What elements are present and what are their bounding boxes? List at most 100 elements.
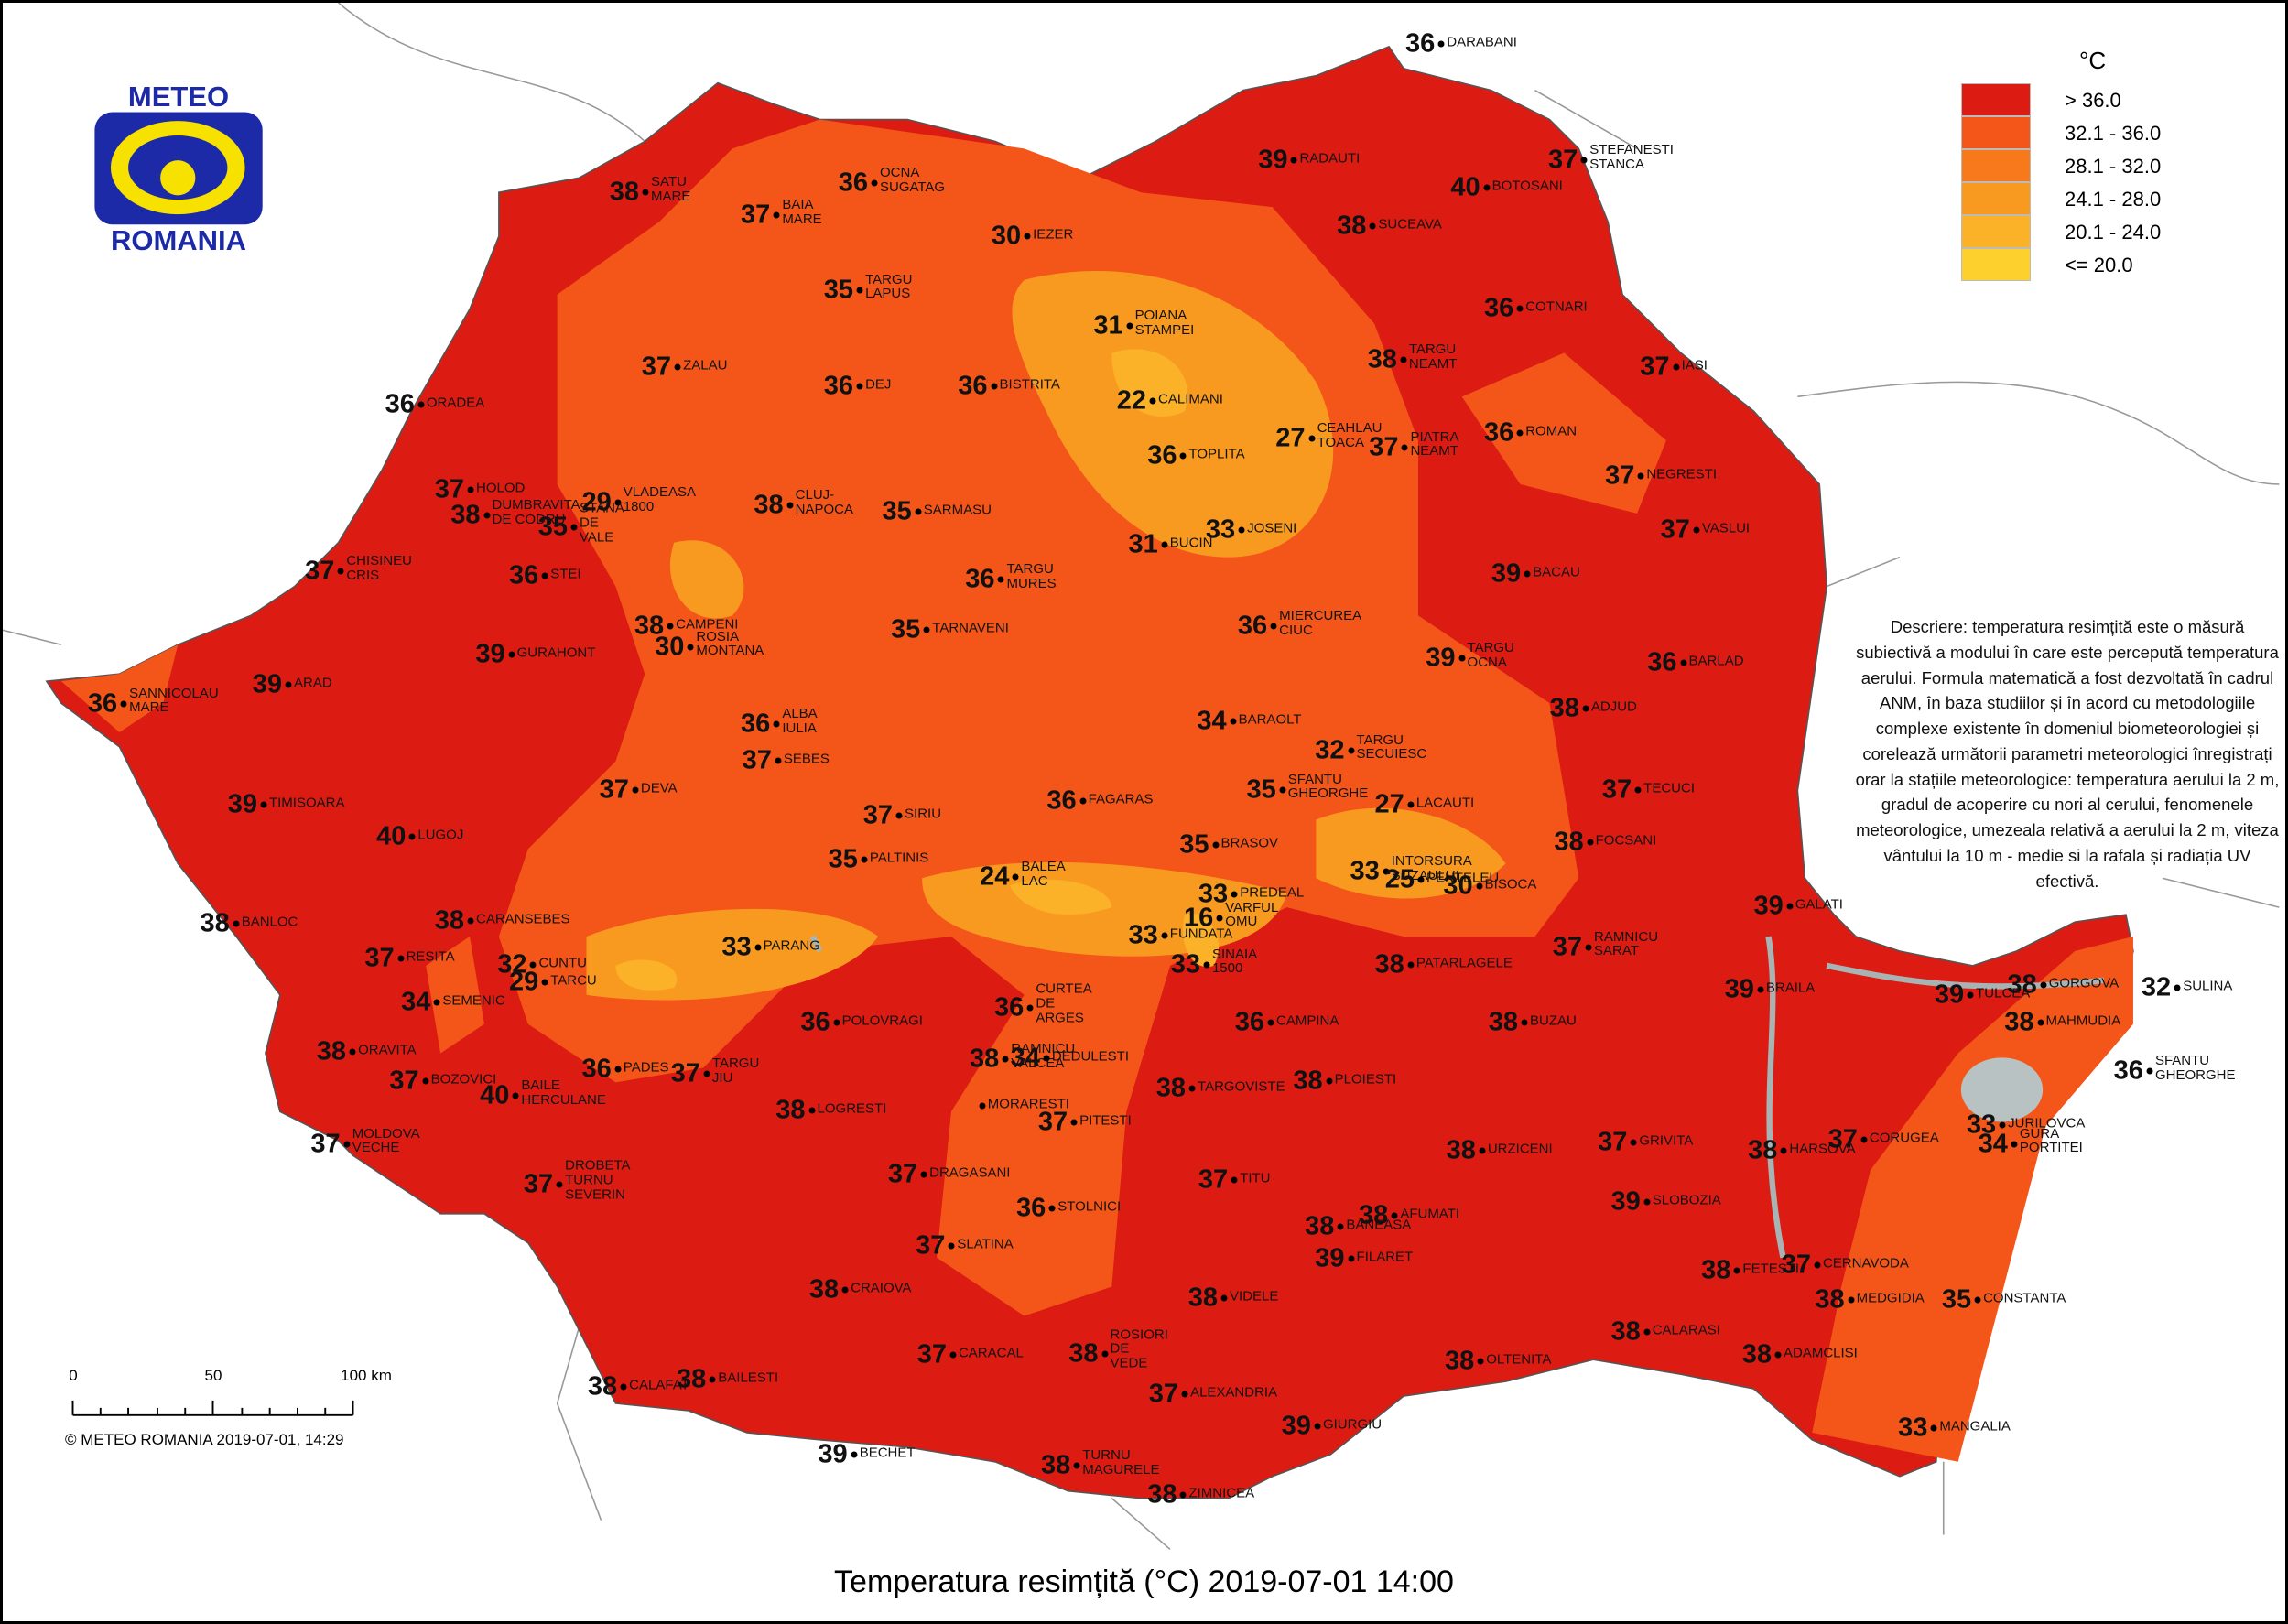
station-dot [1161,541,1168,548]
station-value: 38 [316,1036,347,1066]
station-name: GURA PORTITEI [2019,1125,2083,1156]
station-name: TECUCI [1643,780,1696,796]
scale-ticks [71,1400,354,1415]
station-dot [1774,1351,1782,1359]
station-dot [1680,659,1687,666]
station-name: RAMNICU VALCEA [1011,1041,1076,1072]
station-dot [233,920,240,927]
station-value: 37 [364,943,395,973]
station-dot [1516,429,1524,437]
station-dot [1002,1056,1009,1063]
station-name: CRAIOVA [851,1280,912,1296]
station-name: SULINA [2183,978,2233,994]
station-value: 36 [1234,1007,1264,1037]
station-dot [773,211,780,219]
station-name: PADES [623,1059,669,1076]
station-name: BRAILA [1765,980,1816,996]
station-value: 36 [1147,440,1177,471]
station-dot [1477,1358,1484,1365]
station-value: 31 [1128,529,1158,559]
station-value: 37 [523,1169,554,1199]
station-dot [1314,1423,1321,1430]
station-value: 37 [1148,1379,1179,1409]
station-value: 37 [670,1058,700,1088]
station-name: PIATRA NEAMT [1410,428,1458,460]
station-name: ROSIA MONTANA [696,628,764,659]
station-dot [1999,1121,2006,1129]
station-dot [1814,1261,1821,1269]
station-dot [1212,841,1219,849]
station-name: HOLOD [476,480,526,496]
station-value: 37 [742,745,772,775]
station-name: VLADEASA 1800 [623,484,696,514]
station-dot [808,1107,816,1114]
station-value: 38 [1041,1450,1071,1480]
map [3,3,2285,1621]
station-name: BAIA MARE [782,197,822,228]
lake [1960,1057,2044,1122]
station-dot [529,961,537,969]
station-dot [1786,903,1794,910]
station-value: 35 [1179,829,1209,860]
legend-swatch [1961,83,2031,116]
station-value: 25 [1384,864,1415,894]
station-dot [674,363,681,371]
station-value: 33 [1966,1110,1997,1140]
station-dot [703,1070,710,1077]
station-name: STANA DE VALE [580,500,624,546]
zone-24 [615,349,1220,991]
station-name: TARGU NEAMT [1408,341,1458,372]
station-value: 37 [741,200,771,230]
station-dot [1400,356,1407,363]
station-value: 38 [1359,1200,1389,1229]
station-dot [1780,1147,1787,1154]
station-dot [632,786,639,794]
station-value: 38 [677,1364,707,1394]
logo-top: METEO [127,81,230,113]
station-value: 16 [1184,903,1214,933]
station-dot [1348,747,1355,754]
station-dot [754,944,762,951]
station-name: TOPLITA [1188,446,1245,462]
station-dot [856,383,863,390]
legend-swatch [1961,116,2031,149]
station-value: 38 [1554,827,1584,857]
station-value: 38 [1549,693,1579,722]
scale-label: 50 [204,1367,222,1384]
station-dot [417,401,425,408]
station-dot [709,1376,716,1383]
station-dot [1630,1139,1637,1146]
station-dot [1757,986,1764,993]
legend-label: <= 20.0 [2065,254,2133,276]
station-dot [1974,1296,1981,1304]
station-value: 40 [1450,172,1480,202]
station-dot [1516,305,1524,312]
station-dot [1181,1391,1188,1398]
station-value: 32 [2141,972,2172,1002]
station-dot [467,486,474,493]
station-name: OCNA SUGATAG [879,165,946,196]
station-value: 38 [775,1095,806,1125]
station-dot [1279,786,1286,794]
station-name: ALEXANDRIA [1190,1384,1278,1401]
station-dot [833,1019,840,1026]
station-dot [1070,1119,1078,1126]
station-dot [1024,233,1031,240]
station-name: ROSIORI DE VEDE [1110,1326,1168,1371]
station-value: 38 [1147,1479,1177,1510]
station-value: 35 [1941,1284,1972,1315]
station-value: 33 [1205,514,1236,545]
station-name: FAGARAS [1088,791,1154,807]
station-dot [1580,157,1588,164]
station-dot [1391,1212,1398,1218]
station-dot [856,287,863,294]
station-name: INTORSURA BUZAULUI [1391,852,1471,883]
station-value: 36 [958,371,988,401]
scale-label: 0 [69,1367,78,1384]
station-dot [1733,1267,1740,1274]
station-name: TARGU JIU [711,1056,760,1086]
station-value: 39 [818,1439,848,1469]
legend-swatch [1961,182,2031,215]
station-name: FETESTI [1742,1261,1800,1277]
station-value: 37 [1827,1124,1858,1154]
